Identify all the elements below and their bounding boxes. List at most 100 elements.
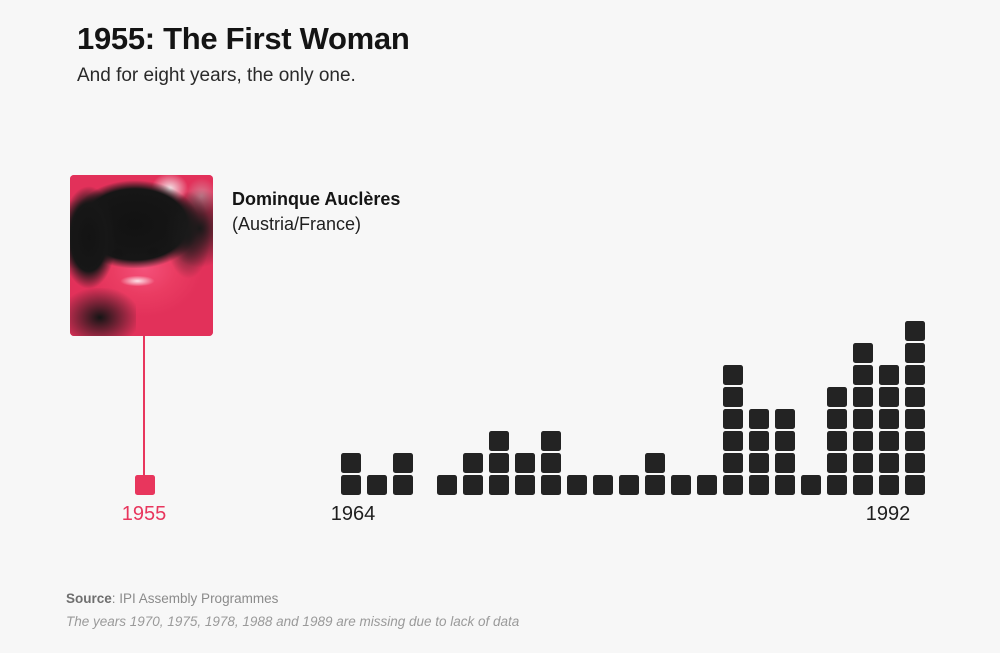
chart-cell — [645, 453, 665, 473]
chart-cell — [619, 475, 639, 495]
chart-column — [775, 0, 795, 495]
chart-column — [437, 0, 457, 495]
chart-cell — [723, 365, 743, 385]
chart-cell — [541, 431, 561, 451]
chart-cell — [723, 431, 743, 451]
chart-cell — [723, 453, 743, 473]
chart-column — [697, 0, 717, 495]
chart-cell — [749, 431, 769, 451]
chart-column — [463, 0, 483, 495]
portrait-card — [70, 175, 213, 336]
chart-cell — [515, 453, 535, 473]
chart-cell — [749, 475, 769, 495]
portrait-mouth — [118, 276, 156, 287]
person-label: Dominque Auclères (Austria/France) — [232, 188, 400, 236]
chart-cell — [671, 475, 691, 495]
chart-cell — [723, 409, 743, 429]
chart-column — [541, 0, 561, 495]
chart-cell — [463, 453, 483, 473]
chart-cell — [853, 343, 873, 363]
chart-cell — [437, 475, 457, 495]
portrait-eye-right — [144, 245, 163, 258]
chart-column — [515, 0, 535, 495]
chart-cell — [645, 475, 665, 495]
chart-cell — [905, 387, 925, 407]
chart-column — [879, 0, 899, 495]
chart-column — [827, 0, 847, 495]
chart-cell — [879, 475, 899, 495]
portrait-eye-left — [108, 247, 128, 259]
portrait-shoulder-layer — [70, 287, 136, 336]
page-title: 1955: The First Woman — [77, 21, 410, 56]
chart-cell — [879, 431, 899, 451]
axis-year-label: 1992 — [865, 503, 911, 525]
chart-cell — [801, 475, 821, 495]
portrait-hair-right-layer — [164, 191, 213, 291]
chart-column — [341, 0, 361, 495]
source-label: Source — [66, 591, 112, 606]
chart-cell — [135, 475, 155, 495]
chart-cell — [775, 475, 795, 495]
chart-cell — [723, 387, 743, 407]
chart-cell — [489, 475, 509, 495]
chart-cell — [905, 453, 925, 473]
chart-column — [135, 0, 155, 495]
chart-cell — [723, 475, 743, 495]
chart-column — [593, 0, 613, 495]
chart-cell — [697, 475, 717, 495]
chart-cell — [853, 431, 873, 451]
chart-column — [367, 0, 387, 495]
chart-cell — [463, 475, 483, 495]
person-country: (Austria/France) — [232, 213, 362, 234]
chart-cell — [879, 365, 899, 385]
chart-cell — [853, 409, 873, 429]
chart-column — [393, 0, 413, 495]
chart-cell — [515, 475, 535, 495]
chart-cell — [905, 321, 925, 341]
footer: Source: IPI Assembly Programmes The year… — [66, 589, 519, 633]
chart-cell — [775, 431, 795, 451]
chart-cell — [905, 365, 925, 385]
chart-cell — [341, 475, 361, 495]
chart-cell — [827, 431, 847, 451]
chart-cell — [367, 475, 387, 495]
chart-column — [671, 0, 691, 495]
chart-cell — [827, 453, 847, 473]
chart-cell — [489, 431, 509, 451]
chart-cell — [905, 431, 925, 451]
header: 1955: The First Woman And for eight year… — [77, 21, 777, 87]
chart-cell — [775, 409, 795, 429]
portrait-connector-line — [143, 336, 145, 476]
chart-cell — [827, 387, 847, 407]
chart-cell — [775, 453, 795, 473]
chart-column — [723, 0, 743, 495]
chart-cell — [567, 475, 587, 495]
chart-cell — [853, 365, 873, 385]
portrait-photo-duotone-icon — [70, 175, 213, 336]
chart-cell — [541, 475, 561, 495]
chart-cell — [541, 453, 561, 473]
chart-cell — [393, 453, 413, 473]
chart-column — [489, 0, 509, 495]
chart-cell — [827, 475, 847, 495]
chart-cell — [853, 475, 873, 495]
chart-cell — [393, 475, 413, 495]
chart-column — [645, 0, 665, 495]
chart-cell — [341, 453, 361, 473]
chart-cell — [905, 409, 925, 429]
chart-cell — [489, 453, 509, 473]
chart-cell — [593, 475, 613, 495]
chart-column — [619, 0, 639, 495]
chart-cell — [749, 453, 769, 473]
chart-cell — [905, 343, 925, 363]
chart-cell — [879, 453, 899, 473]
axis-year-label: 1964 — [330, 503, 376, 525]
axis-year-label: 1955 — [121, 503, 167, 525]
source-text: : IPI Assembly Programmes — [111, 591, 279, 606]
chart-column — [853, 0, 873, 495]
chart-cell — [879, 409, 899, 429]
chart-cell — [827, 409, 847, 429]
chart-column — [749, 0, 769, 495]
